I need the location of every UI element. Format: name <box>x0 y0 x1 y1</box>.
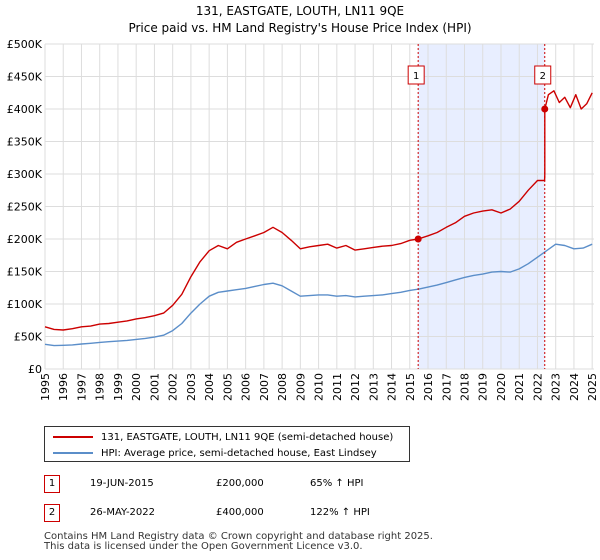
y-tick-label: £150K <box>7 266 43 279</box>
x-tick-label: 2001 <box>148 373 161 401</box>
transaction-date: 26-MAY-2022 <box>90 507 156 518</box>
marker-badge <box>534 65 552 85</box>
x-tick-label: 2025 <box>586 373 599 401</box>
sale-point <box>541 105 549 113</box>
y-tick-label: £250K <box>7 201 43 214</box>
marker-badge-label: 1 <box>413 71 419 82</box>
x-tick-label: 2021 <box>513 373 526 401</box>
y-tick-label: £0 <box>28 363 42 376</box>
footer-licence: This data is licensed under the Open Gov… <box>44 541 363 552</box>
marker-badge-label: 2 <box>540 71 546 82</box>
x-tick-label: 2014 <box>386 373 399 401</box>
x-tick-label: 2010 <box>313 373 326 401</box>
chart-legend: 131, EASTGATE, LOUTH, LN11 9QE (semi-det… <box>44 426 410 462</box>
x-tick-label: 2000 <box>130 373 143 401</box>
x-tick-label: 2013 <box>367 373 380 401</box>
y-tick-label: £300K <box>7 168 43 181</box>
sale-point <box>414 235 422 243</box>
marker-badge <box>407 65 425 85</box>
x-tick-label: 2019 <box>477 373 490 401</box>
series-line-hpi <box>44 243 593 347</box>
footer-attribution: Contains HM Land Registry data © Crown c… <box>44 532 433 552</box>
legend-item-property: 131, EASTGATE, LOUTH, LN11 9QE (semi-det… <box>53 429 393 445</box>
x-tick-label: 2011 <box>331 373 344 401</box>
legend-label-hpi: HPI: Average price, semi-detached house,… <box>101 447 377 459</box>
legend-swatch-blue <box>53 452 93 454</box>
x-tick-label: 2024 <box>568 373 581 401</box>
x-tick-label: 2023 <box>550 373 563 401</box>
chart-title: 131, EASTGATE, LOUTH, LN11 9QE <box>195 4 405 18</box>
chart-subtitle: Price paid vs. HM Land Registry's House … <box>128 21 472 35</box>
legend-swatch-red <box>53 436 93 438</box>
y-tick-label: £200K <box>7 233 43 246</box>
chart-title-block: 131, EASTGATE, LOUTH, LN11 9QE Price pai… <box>0 3 600 37</box>
transaction-hpi-change: 65% ↑ HPI <box>310 478 364 489</box>
legend-label-property: 131, EASTGATE, LOUTH, LN11 9QE (semi-det… <box>101 431 394 443</box>
transaction-badge: 1 <box>44 475 60 493</box>
y-tick-label: £450K <box>7 71 43 84</box>
x-tick-label: 2022 <box>531 373 544 401</box>
x-tick-label: 1999 <box>112 373 125 401</box>
x-tick-label: 2008 <box>276 373 289 401</box>
x-tick-label: 2006 <box>240 373 253 401</box>
x-tick-label: 2007 <box>258 373 271 401</box>
y-tick-label: £100K <box>7 298 43 311</box>
x-tick-label: 2015 <box>404 373 417 401</box>
y-tick-label: £50K <box>14 331 43 344</box>
transaction-date: 19-JUN-2015 <box>90 478 154 489</box>
x-tick-label: 2002 <box>167 373 180 401</box>
x-tick-label: 2012 <box>349 373 362 401</box>
x-tick-label: 2004 <box>203 373 216 401</box>
transaction-price: £400,000 <box>216 507 264 518</box>
x-tick-label: 2009 <box>294 373 307 401</box>
x-tick-label: 1995 <box>39 373 52 401</box>
y-tick-label: £350K <box>7 136 43 149</box>
x-tick-label: 2016 <box>422 373 435 401</box>
x-tick-label: 1996 <box>57 373 70 401</box>
x-tick-label: 2020 <box>495 373 508 401</box>
x-tick-label: 2005 <box>221 373 234 401</box>
price-chart: 1 2 £0 £50K £100K £150K £200K £250K £300K £350K £… <box>7 38 599 401</box>
transaction-price: £200,000 <box>216 478 264 489</box>
y-tick-label: £400K <box>7 103 43 116</box>
x-tick-label: 1997 <box>75 373 88 401</box>
transaction-badge: 2 <box>44 504 60 522</box>
x-tick-label: 2018 <box>459 373 472 401</box>
x-tick-label: 1998 <box>94 373 107 401</box>
footer-copyright: Contains HM Land Registry data © Crown c… <box>44 531 433 542</box>
legend-item-hpi: HPI: Average price, semi-detached house,… <box>53 445 377 461</box>
y-tick-label: £500K <box>7 38 43 51</box>
x-tick-label: 2003 <box>185 373 198 401</box>
x-tick-label: 2017 <box>440 373 453 401</box>
transaction-hpi-change: 122% ↑ HPI <box>310 507 370 518</box>
